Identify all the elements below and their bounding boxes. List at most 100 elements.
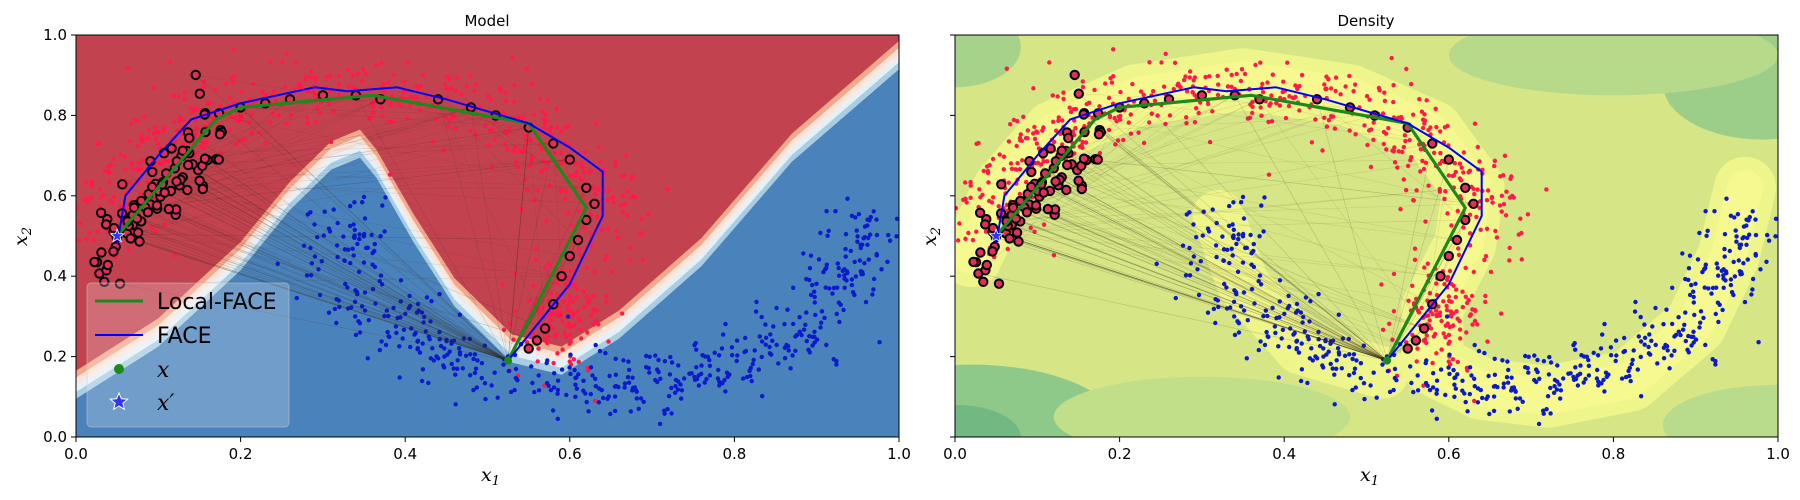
path-candidate-point xyxy=(974,207,986,219)
point-class-1 xyxy=(510,55,515,61)
point-class-0 xyxy=(774,305,779,311)
candidate-path-line xyxy=(199,99,381,181)
point-class-0 xyxy=(380,203,385,208)
point-class-1 xyxy=(122,167,128,172)
point-class-0 xyxy=(1261,229,1266,234)
point-class-1 xyxy=(146,128,151,133)
point-class-1 xyxy=(577,246,582,251)
point-class-1 xyxy=(538,97,543,102)
point-class-0 xyxy=(818,230,823,236)
point-class-0 xyxy=(804,276,809,282)
point-class-1 xyxy=(575,309,580,314)
point-class-0 xyxy=(414,310,420,315)
point-class-0 xyxy=(529,364,534,369)
candidate-path-line xyxy=(176,181,595,205)
point-class-0 xyxy=(1546,372,1552,377)
point-class-1 xyxy=(387,119,392,125)
point-class-0 xyxy=(596,386,602,391)
point-class-1 xyxy=(257,130,262,135)
candidate-path-line xyxy=(188,143,554,166)
point-class-0 xyxy=(1316,291,1321,297)
point-class-1 xyxy=(1439,318,1444,324)
point-class-0 xyxy=(621,358,626,363)
point-class-1 xyxy=(1332,126,1338,131)
point-class-1 xyxy=(511,148,516,153)
candidate-path-line xyxy=(1144,103,1433,144)
point-class-0 xyxy=(564,392,569,398)
point-class-0 xyxy=(1715,265,1720,271)
point-class-0 xyxy=(825,233,830,238)
point-class-0 xyxy=(359,304,365,309)
point-class-0 xyxy=(397,375,402,380)
candidate-path-line xyxy=(1029,204,1388,361)
point-class-0 xyxy=(1629,361,1635,367)
point-class-0 xyxy=(831,285,837,291)
point-class-0 xyxy=(1265,313,1270,319)
point-class-1 xyxy=(1478,227,1483,232)
point-class-0 xyxy=(441,363,446,368)
point-class-0 xyxy=(1310,358,1316,363)
point-class-1 xyxy=(1390,148,1395,153)
point-class-1 xyxy=(546,261,551,266)
point-class-0 xyxy=(835,261,840,266)
point-class-0 xyxy=(1702,285,1707,290)
path-candidate-point xyxy=(132,227,144,238)
point-class-1 xyxy=(522,177,527,182)
point-class-1 xyxy=(554,308,560,313)
point-class-0 xyxy=(1642,335,1648,340)
point-class-0 xyxy=(1286,293,1291,299)
candidate-path-line xyxy=(1043,192,1388,361)
point-class-1 xyxy=(188,105,193,110)
point-class-0 xyxy=(1411,389,1416,395)
point-class-1 xyxy=(1152,98,1158,103)
candidate-path-line xyxy=(507,127,530,361)
point-class-0 xyxy=(1475,386,1481,391)
point-class-1 xyxy=(1015,118,1020,124)
point-class-0 xyxy=(866,257,871,262)
point-class-0 xyxy=(1579,353,1584,358)
point-class-1 xyxy=(1106,127,1112,133)
point-class-0 xyxy=(365,356,370,361)
point-class-0 xyxy=(827,286,832,291)
point-class-1 xyxy=(1216,82,1221,87)
series-local-face-path xyxy=(994,93,1467,362)
point-class-0 xyxy=(467,336,472,342)
point-class-0 xyxy=(647,370,652,375)
point-class-0 xyxy=(1750,209,1755,214)
point-class-1 xyxy=(1396,149,1402,154)
point-class-0 xyxy=(574,386,579,391)
point-class-0 xyxy=(471,387,476,393)
candidate-path-line xyxy=(134,159,570,208)
point-class-1 xyxy=(227,95,233,101)
point-class-1 xyxy=(1015,161,1020,166)
point-class-1 xyxy=(559,129,564,134)
point-class-0 xyxy=(482,381,488,386)
candidate-path-line xyxy=(1100,131,1433,305)
point-class-1 xyxy=(1338,92,1343,97)
point-class-0 xyxy=(1451,367,1456,373)
point-class-0 xyxy=(900,242,904,246)
point-class-0 xyxy=(352,200,357,205)
point-class-1 xyxy=(492,137,497,142)
point-class-0 xyxy=(1773,234,1778,239)
point-class-0 xyxy=(438,343,444,349)
point-class-1 xyxy=(153,124,158,130)
point-class-1 xyxy=(1392,160,1398,165)
point-class-1 xyxy=(1441,299,1446,304)
point-class-1 xyxy=(449,86,455,91)
point-class-0 xyxy=(357,232,362,237)
point-class-0 xyxy=(788,366,793,371)
path-candidate-point xyxy=(1011,227,1023,238)
point-class-1 xyxy=(551,312,556,317)
point-class-0 xyxy=(377,279,382,284)
point-class-1 xyxy=(152,86,157,91)
point-class-0 xyxy=(1714,261,1720,266)
point-class-0 xyxy=(483,396,488,402)
point-class-0 xyxy=(419,378,425,384)
point-class-0 xyxy=(415,301,421,307)
point-class-1 xyxy=(1442,196,1447,202)
point-class-1 xyxy=(371,99,376,105)
point-class-0 xyxy=(588,365,594,370)
path-candidate-point xyxy=(581,214,592,226)
point-class-0 xyxy=(1280,327,1286,332)
